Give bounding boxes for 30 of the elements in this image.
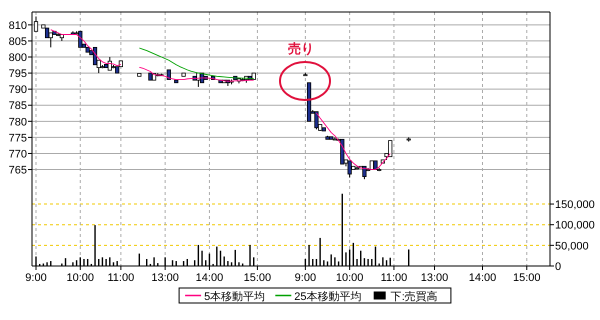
- x-tick-label: 11:00: [108, 272, 134, 284]
- x-tick-label: 11:00: [380, 272, 408, 284]
- y-tick-label: 805: [8, 36, 27, 48]
- y-tick-label: 810: [8, 20, 27, 32]
- x-tick-label: 15:00: [513, 272, 541, 284]
- y-tick-label: 780: [8, 116, 27, 128]
- x-tick-label: 14:00: [468, 272, 496, 284]
- y-tick-label: 800: [8, 52, 27, 64]
- y-tick-label: 790: [8, 84, 27, 96]
- x-tick-label: 9:00: [25, 272, 47, 284]
- y2-tick-label: 50,000: [555, 240, 589, 252]
- x-tick-label: 13:00: [420, 272, 448, 284]
- x-tick-label: 9:00: [294, 272, 316, 284]
- legend-label: 5本移動平均: [204, 290, 266, 303]
- y-tick-label: 765: [8, 164, 27, 177]
- x-tick-label: 13:00: [151, 272, 179, 284]
- y-tick-label: 795: [8, 68, 27, 80]
- y-tick-label: 775: [8, 132, 27, 144]
- x-tick-label: 10:00: [336, 272, 364, 284]
- x-tick-label: 14:00: [196, 272, 224, 284]
- y2-tick-label: 150,000: [555, 199, 595, 212]
- y2-tick-label: 100,000: [555, 220, 595, 232]
- y-tick-label: 770: [8, 148, 27, 160]
- y2-tick-label: 0: [555, 261, 562, 273]
- legend-label: 25本移動平均: [294, 290, 362, 303]
- y-tick-label: 785: [8, 100, 27, 112]
- legend-label: 下:売買高: [390, 290, 438, 303]
- annotation: 売り: [288, 41, 314, 56]
- x-tick-label: 10:00: [66, 272, 94, 284]
- x-tick-label: 15:00: [244, 272, 272, 284]
